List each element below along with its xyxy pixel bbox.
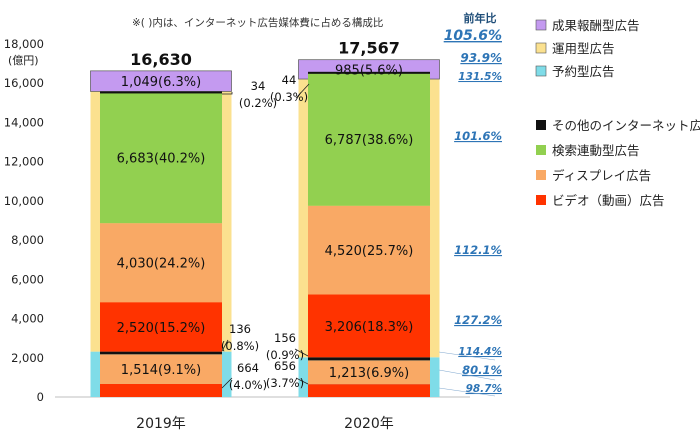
segment-label: 2,520(15.2%) bbox=[117, 321, 206, 336]
bar-reserved-display bbox=[100, 354, 222, 384]
yoy-value: 127.2% bbox=[454, 313, 502, 327]
annotation-label: 34 bbox=[251, 79, 266, 93]
yoy-value: 131.5% bbox=[458, 71, 502, 83]
bar-operated-display bbox=[100, 223, 222, 303]
yoy-value: 105.6% bbox=[444, 28, 502, 44]
bar-reserved-video bbox=[100, 383, 222, 397]
segment-label: 6,787(38.6%) bbox=[325, 133, 414, 148]
annotation-label: (0.2%) bbox=[239, 96, 277, 110]
y-tick-label: 12,000 bbox=[4, 155, 44, 169]
leader-line bbox=[222, 92, 233, 95]
performance-label: 985(5.6%) bbox=[335, 63, 403, 78]
bar-reserved-video bbox=[308, 384, 430, 397]
legend-item: 成果報酬型広告 bbox=[535, 18, 640, 33]
yoy-value: 101.6% bbox=[454, 129, 502, 143]
yoy-title: 前年比 bbox=[464, 11, 497, 25]
bar-operated-video bbox=[308, 294, 430, 358]
bar-reserved-other bbox=[100, 351, 222, 355]
y-tick-label: 8,000 bbox=[11, 233, 44, 247]
annotation-label: 44 bbox=[282, 73, 297, 87]
legend: 成果報酬型広告運用型広告予約型広告その他のインターネット広告検索連動型広告ディス… bbox=[535, 18, 700, 208]
reserved-display-label: 1,514(9.1%) bbox=[121, 363, 201, 378]
leader-line bbox=[294, 348, 309, 357]
annotation-label: 656 bbox=[274, 359, 296, 373]
performance-label: 1,049(6.3%) bbox=[121, 75, 201, 90]
leader-line bbox=[221, 339, 229, 352]
segment-label: 4,030(24.2%) bbox=[117, 257, 206, 272]
y-tick-label: 14,000 bbox=[4, 115, 44, 129]
legend-label: ディスプレイ広告 bbox=[552, 168, 651, 183]
leader-line bbox=[295, 377, 309, 385]
annotation-label: (0.9%) bbox=[266, 348, 304, 362]
legend-item: ビデオ（動画）広告 bbox=[536, 193, 665, 208]
bar-reserved-other bbox=[308, 357, 430, 361]
yoy-connector bbox=[438, 369, 496, 381]
annotation-label: 136 bbox=[229, 322, 251, 336]
annotation-label: (0.3%) bbox=[270, 90, 308, 104]
yoy-value: 112.1% bbox=[454, 243, 502, 257]
legend-label: 予約型広告 bbox=[552, 64, 615, 79]
annotation-label: (4.0%) bbox=[229, 378, 267, 392]
bar-operated-other bbox=[100, 91, 222, 94]
segment-label: 4,520(25.7%) bbox=[325, 244, 414, 259]
y-tick-label: 2,000 bbox=[11, 351, 44, 365]
yoy-connector bbox=[438, 351, 496, 361]
legend-item: 予約型広告 bbox=[535, 64, 615, 79]
legend-label: 検索連動型広告 bbox=[552, 143, 640, 158]
legend-label: 成果報酬型広告 bbox=[552, 18, 640, 33]
total-label: 16,630 bbox=[130, 50, 192, 69]
y-tick-label: 10,000 bbox=[4, 194, 44, 208]
legend-label: ビデオ（動画）広告 bbox=[552, 193, 665, 208]
x-axis: 2019年 2020年 bbox=[136, 416, 394, 432]
bar-operated-other bbox=[308, 71, 430, 74]
annotation-label: (0.8%) bbox=[221, 339, 259, 353]
y-tick-label: 6,000 bbox=[11, 272, 44, 286]
yaxis-unit: (億円) bbox=[8, 54, 39, 67]
yoy-value: 98.7% bbox=[466, 383, 502, 395]
legend-label: 運用型広告 bbox=[552, 41, 615, 56]
yoy-value: 114.4% bbox=[458, 346, 502, 358]
legend-swatch bbox=[535, 42, 547, 54]
leader-line bbox=[295, 83, 310, 99]
bar-operated-video bbox=[100, 302, 222, 352]
bar-operated-display bbox=[308, 205, 430, 295]
legend-swatch bbox=[536, 120, 546, 130]
legend-swatch bbox=[535, 19, 547, 31]
bars bbox=[90, 59, 440, 397]
yoy-value: 80.1% bbox=[462, 363, 502, 377]
leader-line bbox=[221, 377, 233, 389]
legend-swatch bbox=[535, 65, 547, 77]
yoy-value: 93.9% bbox=[460, 51, 502, 65]
annotation-label: (3.7%) bbox=[266, 376, 304, 390]
yoy-column: 前年比 105.6% 93.9% 131.5% 101.6% 112.1% 127.2% 11… bbox=[438, 11, 502, 397]
y-axis: 0 2,000 4,000 6,000 8,000 10,000 12,000 14,000 1… bbox=[4, 37, 44, 404]
reserved-display-label: 1,213(6.9%) bbox=[329, 366, 409, 381]
legend-item: 検索連動型広告 bbox=[536, 143, 640, 158]
composition-note: ※( )内は、インターネット広告媒体費に占める構成比 bbox=[132, 16, 383, 29]
yoy-connector bbox=[438, 387, 496, 397]
x-category-label: 2019年 bbox=[136, 416, 186, 432]
total-label: 17,567 bbox=[338, 39, 400, 58]
legend-swatch bbox=[536, 195, 546, 205]
bar-reserved-display bbox=[308, 360, 430, 385]
annotation-label: 664 bbox=[237, 361, 259, 375]
legend-item: 運用型広告 bbox=[535, 41, 615, 56]
y-tick-label: 4,000 bbox=[11, 312, 44, 326]
bar-operated-search bbox=[308, 72, 430, 206]
segment-label: 6,683(40.2%) bbox=[117, 152, 206, 167]
data-labels: 1,049(6.3%) 16,630 1,514(9.1%) 2,520(15.2%)… bbox=[117, 39, 414, 392]
x-category-label: 2020年 bbox=[344, 416, 394, 432]
legend-item: その他のインターネット広告 bbox=[536, 118, 700, 133]
legend-label: その他のインターネット広告 bbox=[552, 118, 700, 133]
segment-label: 3,206(18.3%) bbox=[325, 320, 414, 335]
y-tick-label: 16,000 bbox=[4, 76, 44, 90]
legend-swatch bbox=[536, 145, 546, 155]
y-tick-label: 18,000 bbox=[4, 37, 44, 51]
annotation-label: 156 bbox=[274, 331, 296, 345]
legend-swatch bbox=[536, 170, 546, 180]
bar-operated-search bbox=[100, 92, 222, 224]
legend-item: ディスプレイ広告 bbox=[536, 168, 651, 183]
y-tick-label: 0 bbox=[37, 390, 44, 404]
